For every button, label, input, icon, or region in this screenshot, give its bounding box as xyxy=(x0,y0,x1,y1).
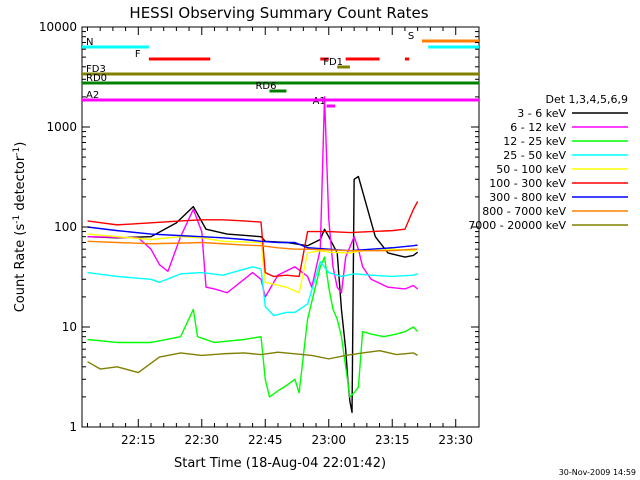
chart-title: HESSI Observing Summary Count Rates xyxy=(129,4,428,22)
legend-label-2: 12 - 25 keV xyxy=(503,135,566,148)
x-tick-label-4: 23:15 xyxy=(375,433,410,447)
x-tick-label-0: 22:15 xyxy=(121,433,156,447)
y-axis-label-sup2: -1 xyxy=(12,147,22,156)
legend-label-0: 3 - 6 keV xyxy=(517,107,566,120)
y-axis: 1 10 100 1000 10000 xyxy=(39,20,479,434)
flag-label-A2: A2 xyxy=(86,90,99,101)
flag-label-S: S xyxy=(408,31,414,42)
flag-label-F: F xyxy=(135,49,141,60)
series-line-2 xyxy=(87,256,419,398)
legend-label-3: 25 - 50 keV xyxy=(503,149,566,162)
y-axis-label-main: Count Rate (s xyxy=(13,224,28,313)
y-axis-label-sup1: -1 xyxy=(12,215,22,224)
y-tick-label-1: 10 xyxy=(62,320,77,334)
series-line-3 xyxy=(87,260,418,317)
legend-title: Det 1,3,4,5,6,9 xyxy=(545,93,628,106)
series-line-0 xyxy=(87,175,419,414)
y-tick-label-4: 10000 xyxy=(39,20,77,34)
flag-label-RD0: RD0 xyxy=(86,73,107,84)
x-tick-label-2: 22:45 xyxy=(248,433,283,447)
series-line-8 xyxy=(87,349,418,374)
flag-bars: NFSFD1FD3RD0RD6A1A2 xyxy=(82,31,479,108)
legend-label-5: 100 - 300 keV xyxy=(489,177,566,190)
flag-label-FD3: FD3 xyxy=(86,64,106,75)
flag-label-RD6: RD6 xyxy=(255,81,276,92)
series-lines xyxy=(87,96,419,414)
series-line-7 xyxy=(87,240,418,252)
x-tick-label-5: 23:30 xyxy=(438,433,473,447)
legend-label-6: 300 - 800 keV xyxy=(489,191,566,204)
legend-label-8: 7000 - 20000 keV xyxy=(468,219,566,232)
y-tick-label-2: 100 xyxy=(54,220,77,234)
plot-frame xyxy=(81,26,480,428)
y-axis-label-mid: detector xyxy=(13,155,28,215)
y-tick-label-3: 1000 xyxy=(46,120,77,134)
x-tick-label-1: 22:30 xyxy=(184,433,219,447)
legend-label-1: 6 - 12 keV xyxy=(510,121,566,134)
legend-label-7: 800 - 7000 keV xyxy=(482,205,566,218)
series-line-5 xyxy=(87,201,419,278)
y-axis-label-end: ) xyxy=(13,142,28,147)
flag-label-N: N xyxy=(86,37,93,48)
flag-label-FD1: FD1 xyxy=(323,57,343,68)
footer-timestamp: 30-Nov-2009 14:59 xyxy=(559,468,636,477)
x-axis-label: Start Time (18-Aug-04 22:01:42) xyxy=(174,456,386,471)
y-axis-label: Count Rate (s-1 detector-1) xyxy=(12,142,28,313)
x-tick-label-3: 23:00 xyxy=(311,433,346,447)
x-axis: 22:15 22:30 22:45 23:00 23:15 23:30 xyxy=(87,27,473,447)
legend-label-4: 50 - 100 keV xyxy=(496,163,566,176)
y-tick-label-0: 1 xyxy=(69,420,77,434)
series-line-1 xyxy=(87,96,419,298)
series-line-6 xyxy=(87,226,418,252)
